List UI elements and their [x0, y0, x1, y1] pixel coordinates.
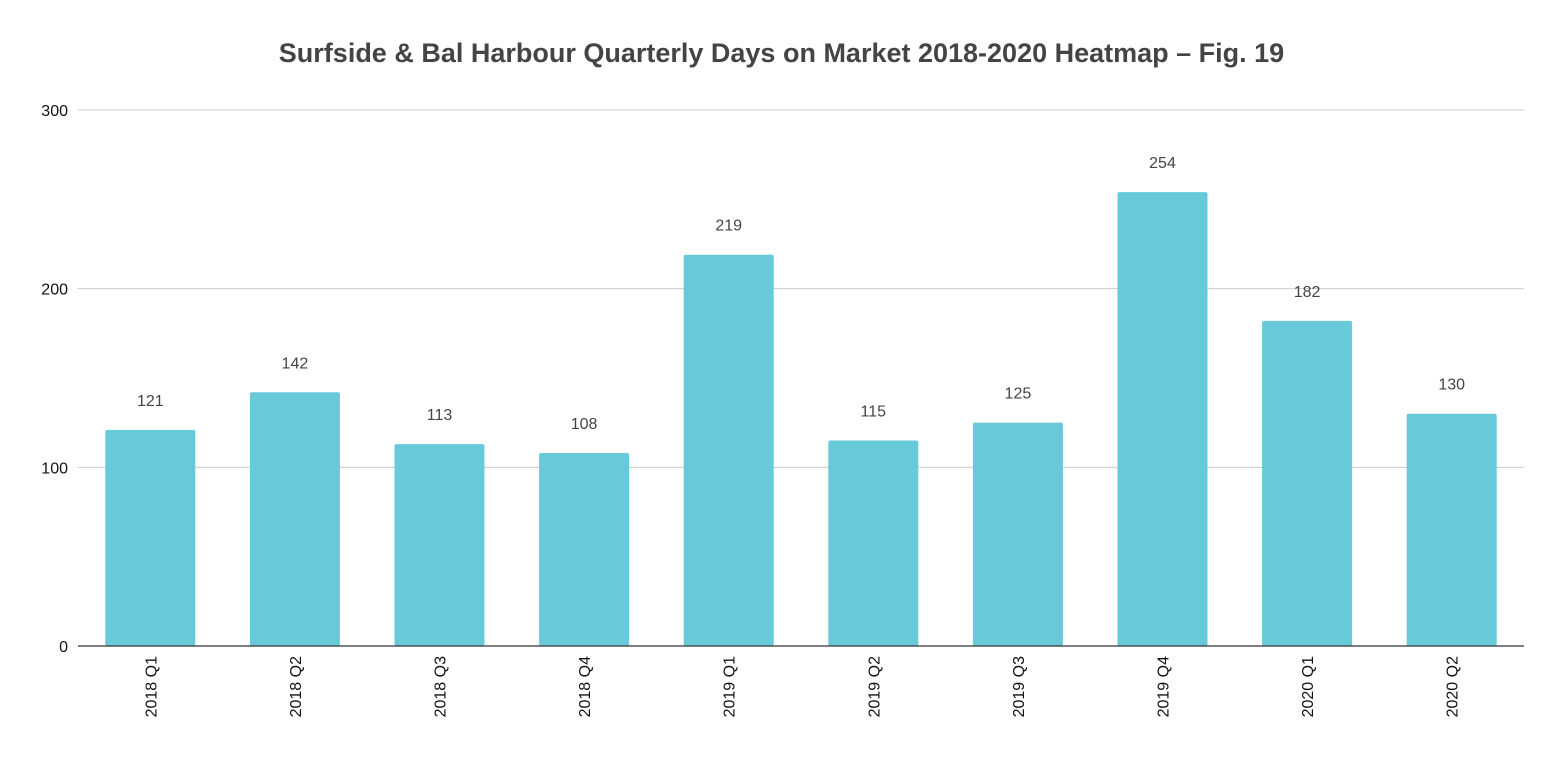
bar [1406, 413, 1497, 646]
x-tick-label: 2018 Q1 [143, 656, 160, 717]
data-label: 125 [1005, 386, 1032, 403]
data-label: 254 [1149, 155, 1176, 172]
data-label: 182 [1294, 284, 1321, 301]
bar [105, 429, 196, 646]
data-label: 108 [571, 416, 598, 433]
data-label: 115 [861, 404, 887, 421]
x-tick-label: 2018 Q2 [288, 656, 305, 717]
bar [249, 392, 340, 646]
y-tick-label: 300 [41, 103, 68, 120]
data-label: 121 [137, 393, 164, 410]
x-tick-label: 2019 Q3 [1011, 656, 1028, 717]
bar [683, 254, 774, 646]
bar [394, 444, 485, 646]
bar [539, 453, 630, 646]
y-tick-label: 0 [59, 639, 68, 656]
x-tick-label: 2019 Q2 [866, 656, 883, 717]
data-label: 130 [1438, 377, 1465, 394]
chart-title: Surfside & Bal Harbour Quarterly Days on… [278, 38, 1285, 68]
y-tick-label: 100 [41, 460, 68, 477]
x-tick-label: 2018 Q3 [433, 656, 450, 717]
bar [1262, 320, 1353, 646]
x-tick-label: 2018 Q4 [577, 656, 594, 717]
x-tick-label: 2020 Q1 [1300, 656, 1317, 717]
data-label: 142 [282, 355, 309, 372]
x-tick-label: 2019 Q1 [722, 656, 739, 717]
x-tick-label: 2019 Q4 [1156, 656, 1173, 717]
x-tick-label: 2020 Q2 [1445, 656, 1462, 717]
bar [1117, 192, 1208, 647]
data-label: 219 [715, 218, 742, 235]
bar [828, 440, 919, 646]
y-tick-label: 200 [41, 282, 68, 299]
bar [972, 422, 1063, 646]
data-label: 113 [427, 407, 453, 424]
